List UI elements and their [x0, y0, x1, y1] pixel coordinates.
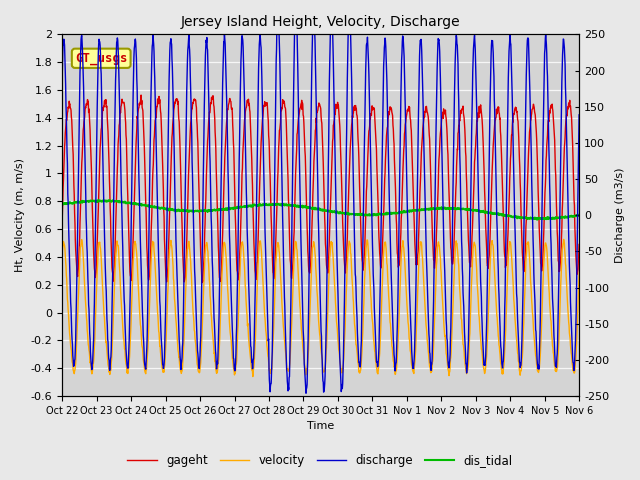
velocity — [58, 254, 66, 260]
discharge — [302, 390, 310, 396]
dis_tidal — [533, 217, 541, 223]
dis_tidal — [401, 209, 409, 215]
discharge — [310, 3, 317, 9]
velocity — [231, 369, 239, 374]
discharge — [401, 100, 409, 106]
velocity — [161, 364, 168, 370]
velocity — [401, 260, 409, 265]
gageht — [401, 122, 409, 128]
dis_tidal — [94, 197, 102, 203]
Title: Jersey Island Height, Velocity, Discharge: Jersey Island Height, Velocity, Discharg… — [181, 15, 461, 29]
discharge — [161, 355, 168, 360]
gageht — [515, 125, 522, 131]
discharge — [173, 272, 181, 277]
Text: GT_usgs: GT_usgs — [75, 52, 127, 65]
velocity — [514, 351, 522, 357]
gageht — [58, 223, 66, 228]
gageht — [232, 221, 239, 227]
gageht — [198, 280, 206, 286]
velocity — [468, 260, 476, 266]
Y-axis label: Discharge (m3/s): Discharge (m3/s) — [615, 168, 625, 263]
discharge — [575, 112, 583, 118]
discharge — [515, 336, 522, 342]
velocity — [560, 237, 568, 242]
gageht — [575, 241, 583, 247]
Line: velocity: velocity — [62, 240, 579, 377]
gageht — [137, 92, 145, 98]
dis_tidal — [161, 206, 168, 212]
dis_tidal — [173, 207, 181, 213]
dis_tidal — [514, 214, 522, 219]
discharge — [231, 368, 239, 374]
Line: dis_tidal: dis_tidal — [62, 200, 579, 220]
dis_tidal — [575, 212, 583, 218]
Legend: gageht, velocity, discharge, dis_tidal: gageht, velocity, discharge, dis_tidal — [122, 449, 518, 472]
Line: discharge: discharge — [62, 6, 579, 393]
Line: gageht: gageht — [62, 95, 579, 283]
gageht — [173, 96, 181, 102]
dis_tidal — [58, 201, 66, 207]
Y-axis label: Ht, Velocity (m, m/s): Ht, Velocity (m, m/s) — [15, 158, 25, 272]
discharge — [58, 82, 66, 87]
dis_tidal — [232, 205, 239, 211]
X-axis label: Time: Time — [307, 421, 334, 432]
dis_tidal — [468, 207, 476, 213]
velocity — [173, 331, 181, 336]
velocity — [249, 374, 257, 380]
discharge — [469, 69, 477, 75]
velocity — [575, 270, 583, 276]
gageht — [469, 216, 477, 221]
gageht — [161, 245, 168, 251]
